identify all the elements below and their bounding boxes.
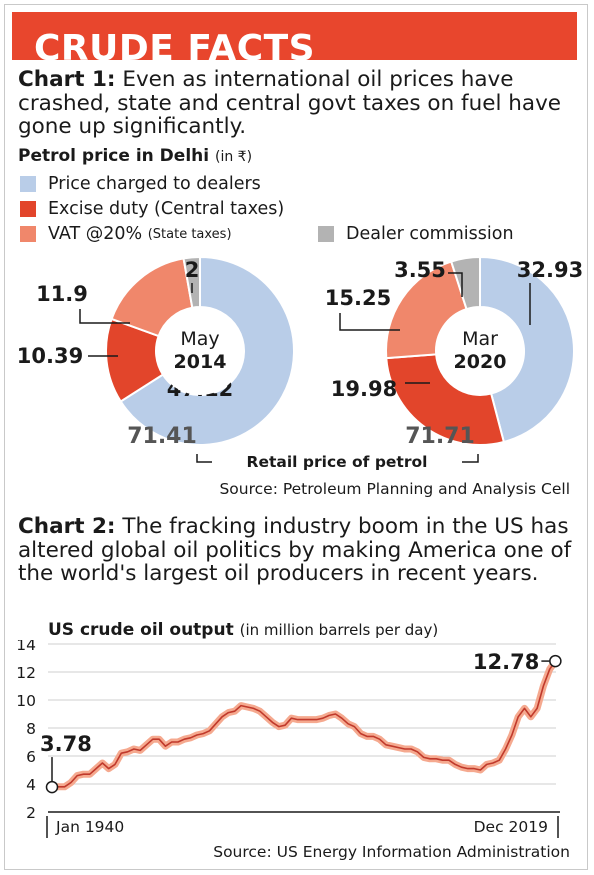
pie-0-hole — [156, 307, 244, 395]
legend-swatch-excise — [20, 201, 36, 217]
legend-note-vat: (State taxes) — [147, 226, 232, 242]
legend-item-commission: Dealer commission — [318, 224, 514, 244]
chart2-text: The fracking industry boom in the US has… — [18, 514, 572, 586]
petrol-subtitle: Petrol price in Delhi — [18, 146, 210, 166]
legend-label-dealers: Price charged to dealers — [48, 174, 261, 194]
output-line — [51, 660, 557, 788]
chart1-intro: Chart 1: Even as international oil price… — [18, 68, 578, 139]
pie-1-hole — [436, 307, 524, 395]
pie-charts: 47.1210.3911.92May201471.4132.9319.9815.… — [17, 255, 583, 471]
pie-1-center-month: Mar — [462, 328, 498, 350]
pie-1-label-0: 32.93 — [517, 258, 583, 282]
legend-item-dealers: Price charged to dealers — [20, 174, 261, 194]
retail-bracket-left — [196, 454, 212, 463]
petrol-title: Petrol price in Delhi (in ₹) — [18, 146, 252, 166]
line-subtitle: US crude oil output — [48, 620, 234, 640]
banner-title: CRUDE FACTS — [34, 28, 316, 69]
petrol-unit: (in ₹) — [215, 149, 253, 165]
banner: CRUDE FACTS — [12, 12, 577, 69]
annotation-marker-1 — [549, 654, 562, 668]
legend-item-excise: Excise duty (Central taxes) — [20, 199, 284, 219]
legend-swatch-dealers — [20, 176, 36, 192]
pie-1-leader-3 — [448, 272, 463, 297]
legend-swatch-vat — [20, 226, 36, 242]
legend-label-vat: VAT @20% — [48, 224, 143, 244]
frame — [4, 4, 588, 870]
pie-1-label-2: 15.25 — [325, 286, 391, 310]
pie-0-center-year: 2014 — [174, 351, 227, 373]
pie-1-leader-2 — [339, 313, 400, 331]
source-ppac: Source: Petroleum Planning and Analysis … — [219, 480, 570, 498]
legend-label-excise: Excise duty (Central taxes) — [48, 199, 285, 219]
retail-bracket-right — [462, 454, 479, 463]
output-line-halo — [48, 657, 559, 791]
chart1-label: Chart 1: — [18, 67, 116, 92]
y-tick-label-3: 8 — [26, 720, 36, 738]
pie-1-total: 71.71 — [405, 424, 475, 449]
y-tick-label-0: 2 — [26, 804, 36, 822]
y-tick-label-5: 12 — [16, 664, 36, 682]
line-chart: 2 4 6 8 10 12 14 Jan 1940 Dec 2019 3.78 12.78 — [16, 640, 562, 838]
pie-0-label-1: 10.39 — [17, 344, 83, 368]
pie-0-total: 71.41 — [127, 424, 197, 449]
x-label-start: Jan 1940 — [55, 818, 124, 836]
annotation-label-0: 3.78 — [40, 732, 92, 756]
pie-0-label-3: 2 — [185, 258, 200, 282]
y-tick-label-2: 6 — [26, 748, 36, 766]
pie-1-label-1: 19.98 — [331, 377, 397, 401]
line-unit: (in million barrels per day) — [239, 621, 439, 639]
source-eia: Source: US Energy Information Administra… — [213, 843, 570, 861]
legend-item-vat: VAT @20% (State taxes) — [20, 224, 232, 244]
pie-0-leader-2 — [79, 309, 130, 324]
x-label-end: Dec 2019 — [474, 818, 548, 836]
y-tick-label-6: 14 — [16, 640, 36, 654]
chart1-text: Even as international oil prices have cr… — [18, 67, 562, 139]
legend-label-commission: Dealer commission — [346, 224, 514, 244]
legend-swatch-commission — [318, 226, 334, 242]
pie-1-center-year: 2020 — [454, 351, 507, 373]
chart2-intro: Chart 2: The fracking industry boom in t… — [18, 515, 578, 586]
chart2-label: Chart 2: — [18, 514, 116, 539]
annotation-marker-0 — [45, 780, 59, 794]
annotation-label-1: 12.78 — [473, 650, 539, 674]
retail-price-label: Retail price of petrol — [247, 453, 428, 471]
line-title: US crude oil output (in million barrels … — [48, 620, 438, 640]
pie-0-label-2: 11.9 — [36, 282, 88, 306]
pie-0-center-month: May — [180, 328, 219, 350]
pie-1-label-3: 3.55 — [394, 258, 446, 282]
y-tick-label-4: 10 — [16, 692, 36, 710]
y-tick-label-1: 4 — [26, 776, 36, 794]
